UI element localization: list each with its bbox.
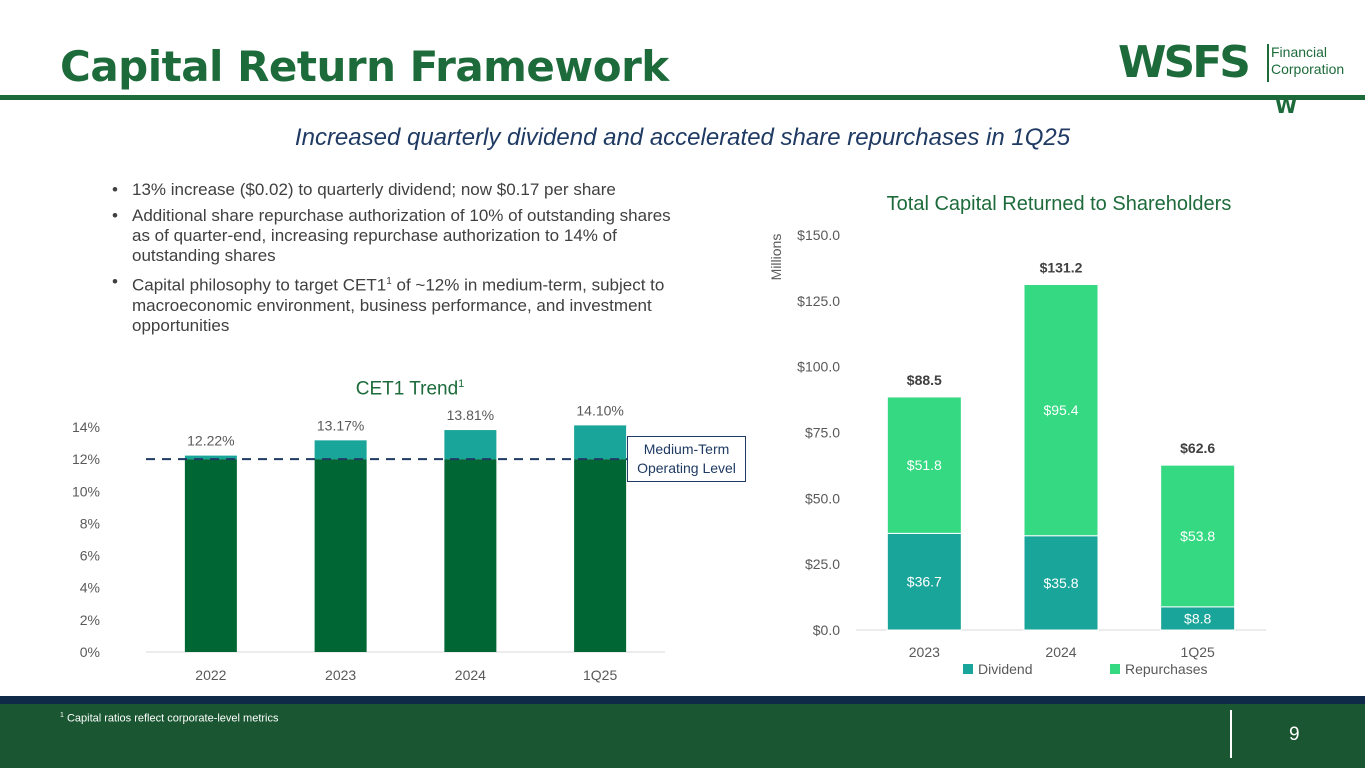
y-tick-label: 0% [80,644,100,660]
page-title: Capital Return Framework [60,42,669,91]
cet1-chart-title: CET1 Trend1 [330,378,490,400]
logo-subtitle: Financial Corporation [1271,44,1344,78]
footnote-ref: 1 [60,712,64,719]
cet1-bar-excess [574,425,627,460]
cet1-bar-excess [444,430,497,460]
footer-strip [0,696,1365,704]
x-tick-label: 1Q25 [1181,644,1215,660]
y-axis-label: Millions [768,234,784,281]
y-tick-label: 14% [72,419,100,435]
bullet-text-pre: Capital philosophy to target CET1 [132,275,387,295]
stacked-bar-segment-repurchases [886,396,962,534]
y-tick-label: $0.0 [813,622,840,638]
x-tick-label: 2024 [455,667,486,683]
wsfs-logo: WSFS Financial Corporation W [1118,37,1353,119]
bullet-text: Additional share repurchase authorizatio… [132,206,671,265]
footnote-text: Capital ratios reflect corporate-level m… [63,712,279,725]
logo-subtitle-line1: Financial [1271,44,1328,60]
cet1-bar-excess [184,455,237,460]
logo-mark: WSFS [1118,37,1251,88]
capital-returned-chart: $0.0 $25.0 $50.0 $75.0 $100.0 $125.0 $150.0 Mil… [768,227,1266,677]
cet1-chart: 0% 2% 4% 6% 8% 10% 12% 14% 12.22% 2022 13.17% 2023 1… [72,402,665,683]
x-tick-label: 2023 [325,667,356,683]
logo-subtitle-line2: Corporation [1271,61,1345,77]
operating-level-callout: Medium-Term Operating Level [627,436,746,482]
cet1-bar-base [184,459,237,652]
bullet-marker: • [112,272,118,291]
logo-divider [1267,44,1269,82]
x-tick-label: 2022 [195,667,226,683]
stacked-bar-segment-repurchases [1023,284,1099,537]
bullet-footnote-ref: 1 [386,276,392,287]
legend-swatch-dividend [963,664,973,674]
x-tick-label: 2024 [1045,644,1076,660]
bullet-text-post: of ~12% in medium-term, subject to macro… [132,275,665,335]
callout-line1: Medium-Term [643,441,730,457]
bullet-text: 13% increase ($0.02) to quarterly divide… [132,180,616,199]
bullet-item: • Additional share repurchase authorizat… [110,206,690,266]
y-tick-label: 8% [80,515,100,531]
cet1-chart-title-text: CET1 Trend [355,378,459,400]
bullet-marker: • [112,206,118,225]
total-value-label: $131.2 [1040,260,1083,276]
title-rule [0,95,1365,100]
segment-value-label: $35.8 [1043,575,1078,591]
bullet-list: • 13% increase ($0.02) to quarterly divi… [110,180,690,342]
cet1-bar-base [574,459,627,652]
segment-value-label: $8.8 [1184,610,1211,626]
legend-label: Dividend [978,661,1032,677]
y-tick-label: 2% [80,612,100,628]
y-tick-label: 4% [80,580,100,596]
cet1-bar-base [444,459,497,652]
stacked-bar-segment-repurchases [1160,464,1236,608]
footer-bar [0,696,1365,768]
segment-value-label: $95.4 [1043,402,1078,418]
slide-subtitle: Increased quarterly dividend and acceler… [294,124,1071,151]
y-tick-label: $75.0 [805,425,840,441]
legend-swatch-repurchases [1110,664,1120,674]
logo-w-icon: W [1275,94,1298,118]
x-tick-label: 2023 [909,644,940,660]
y-tick-label: $150.0 [797,227,840,243]
y-tick-label: 12% [72,451,100,467]
segment-value-label: $53.8 [1180,528,1215,544]
cet1-bar-base [314,459,367,652]
callout-line2: Operating Level [637,460,736,476]
y-tick-label: 10% [72,483,100,499]
page-number: 9 [1289,724,1300,745]
cet1-chart-title-ref: 1 [458,378,465,390]
capital-chart-title: Total Capital Returned to Shareholders [886,193,1232,215]
cet1-value-label: 13.81% [447,407,494,423]
y-tick-label: 6% [80,548,100,564]
bullet-marker: • [112,180,118,199]
y-tick-label: $100.0 [797,359,840,375]
cet1-value-label: 14.10% [576,402,623,418]
cet1-value-label: 13.17% [317,417,364,433]
total-value-label: $88.5 [907,372,942,388]
bullet-item: • 13% increase ($0.02) to quarterly divi… [110,180,690,200]
y-tick-label: $125.0 [797,293,840,309]
segment-value-label: $36.7 [907,574,942,590]
bullet-item: • Capital philosophy to target CET11 of … [110,272,690,336]
x-tick-label: 1Q25 [583,667,617,683]
footnote: 1 Capital ratios reflect corporate-level… [60,712,278,725]
stacked-bar-segment-dividend [886,532,962,631]
total-value-label: $62.6 [1180,440,1215,456]
y-tick-label: $50.0 [805,490,840,506]
stacked-bar-segment-dividend [1023,535,1099,631]
cet1-value-label: 12.22% [187,433,234,449]
segment-value-label: $51.8 [907,457,942,473]
y-tick-label: $25.0 [805,556,840,572]
cet1-bar-excess [314,440,367,460]
page-number-divider [1230,710,1232,758]
legend-label: Repurchases [1125,661,1208,677]
